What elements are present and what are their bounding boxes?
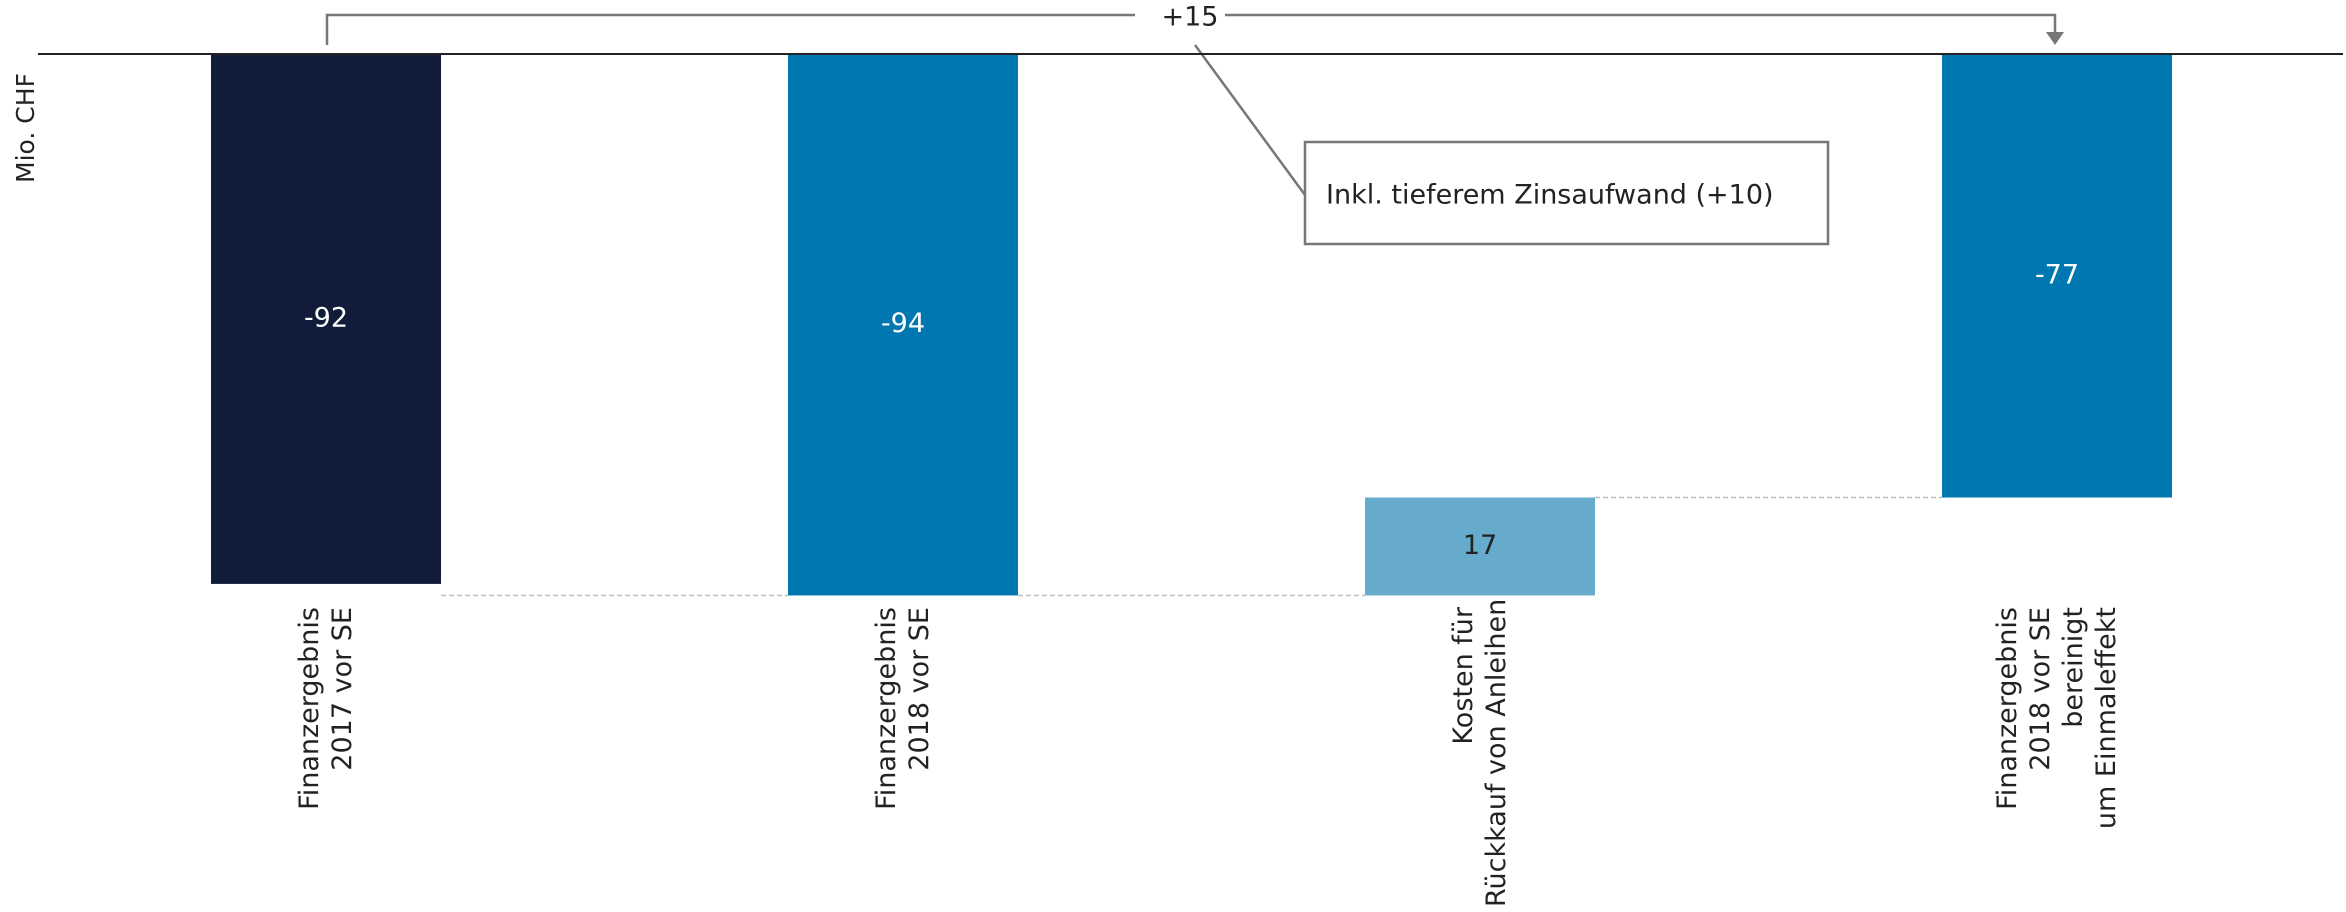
x-tick-label: Finanzergebnis 2018 vor SE bereinigt um … — [1992, 607, 2122, 830]
bar — [788, 54, 1018, 596]
data-label: 17 — [1463, 530, 1497, 561]
bracket — [325, 13, 1135, 45]
bar — [1942, 54, 2172, 498]
x-tick-label: Finanzergebnis 2018 vor SE — [871, 607, 935, 810]
bar — [1365, 497, 1595, 596]
callout-box — [1303, 140, 1830, 246]
data-label: -77 — [2035, 259, 2079, 290]
bracket — [1225, 13, 2057, 38]
bar — [211, 54, 441, 584]
callout-text: Inkl. tieferem Zinsaufwand (+10) — [1326, 180, 1774, 211]
x-tick-label: Kosten für Rückkauf von Anleihen — [1448, 598, 1512, 907]
callout-line — [1193, 44, 1307, 196]
y-axis-label: Mio. CHF — [11, 73, 40, 183]
bracket-label: +15 — [1162, 2, 1219, 33]
data-label: -92 — [304, 302, 348, 333]
x-tick-label: Finanzergebnis 2017 vor SE — [294, 607, 358, 810]
data-label: -94 — [881, 308, 925, 339]
bracket-arrow — [2046, 32, 2064, 45]
